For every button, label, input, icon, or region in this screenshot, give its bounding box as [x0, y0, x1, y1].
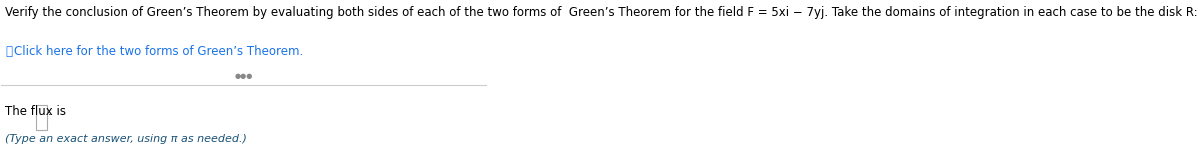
Text: Verify the conclusion of Green’s Theorem by evaluating both sides of each of the: Verify the conclusion of Green’s Theorem…: [5, 6, 1200, 19]
Text: ⓘ: ⓘ: [5, 45, 12, 58]
Text: .: .: [48, 105, 52, 118]
Text: ●●●: ●●●: [235, 73, 253, 79]
FancyBboxPatch shape: [36, 105, 47, 130]
Text: Click here for the two forms of Green’s Theorem.: Click here for the two forms of Green’s …: [14, 45, 304, 58]
Text: The flux is: The flux is: [5, 105, 70, 118]
Text: (Type an exact answer, using π as needed.): (Type an exact answer, using π as needed…: [5, 134, 247, 144]
